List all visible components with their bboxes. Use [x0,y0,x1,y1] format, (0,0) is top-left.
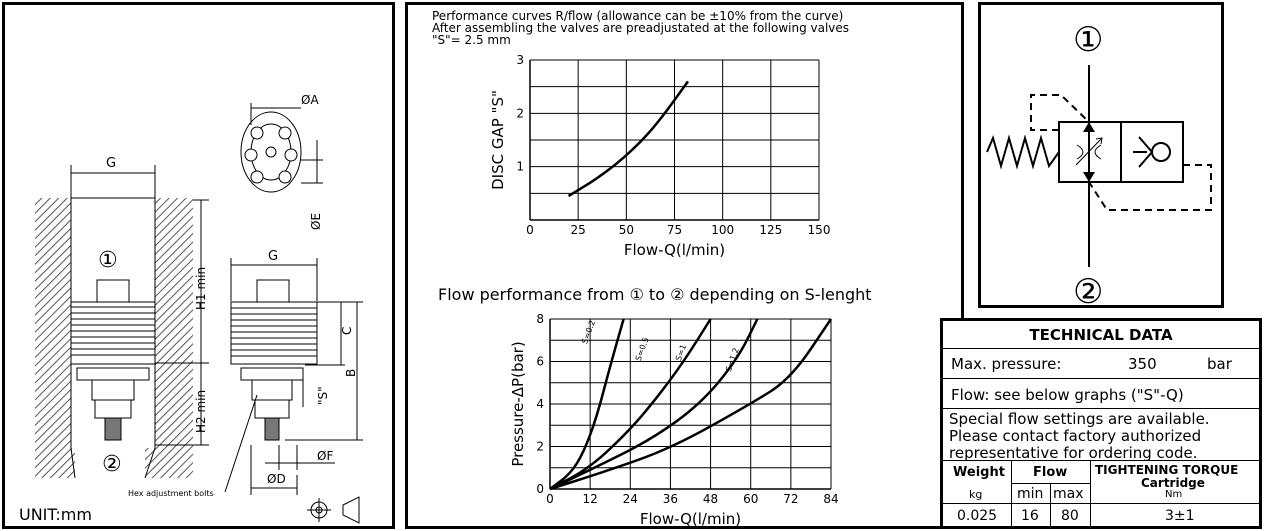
x-tick-label: 100 [711,223,734,237]
dim-h2: H2 min [194,390,208,433]
y-tick-label: 2 [516,106,524,120]
max-pressure-value: 350 [1128,355,1157,373]
dim-c: C [340,327,354,335]
cavity-wall-right [155,198,193,448]
x-tick-label: 12 [583,492,598,506]
drawing-panel: ① ② G H1 min H2 min ØA ØE G [2,2,395,529]
dim-phi-e: ØE [309,213,323,230]
col-torque-sub: Cartridge [1141,476,1205,490]
cavity-wall-left [35,198,71,478]
series-line [567,80,690,198]
x-axis-label: Flow-Q(l/min) [624,241,725,259]
cavity-port-1: ① [98,248,118,273]
x-tick-label: 72 [783,492,798,506]
y-tick-label: 6 [536,355,544,369]
cavity-port-2: ② [102,452,122,477]
series-label: S=0.2 [580,319,597,345]
series-line [549,318,759,491]
x-tick-label: 25 [571,223,586,237]
val-min: 16 [1021,508,1039,524]
y-tick-label: 1 [516,160,524,174]
spring-icon [986,134,1060,170]
performance-header: Performance curves R/flow (allowance can… [432,10,849,46]
col-weight: Weight [953,465,1005,480]
dim-h1: H1 min [194,267,208,310]
cartridge-thread-left [70,301,156,365]
dim-phi-f: ØF [317,449,333,463]
max-pressure-unit: bar [1207,355,1232,373]
series-line [549,318,833,491]
x-tick-label: 84 [823,492,838,506]
disc-gap-chart: 0 25 50 75 100 125 150 1 2 3 Flow-Q(l/min) DISC GAP… [489,53,831,259]
x-tick-label: 60 [743,492,758,506]
x-tick-label: 75 [667,223,682,237]
unit-label: UNIT:mm [19,505,92,524]
x-tick-label: 150 [808,223,831,237]
val-torque: 3±1 [1165,508,1195,524]
x-tick-label: 48 [703,492,718,506]
dim-g-right: G [268,249,278,264]
x-tick-label: 24 [623,492,638,506]
col-weight-unit: kg [969,488,983,501]
col-torque-unit: Nm [1165,489,1183,500]
flow-note: Flow: see below graphs ("S"-Q) [951,386,1184,404]
val-max: 80 [1061,508,1079,524]
tech-title: TECHNICAL DATA [1029,326,1173,344]
symbol-port-2: ② [1073,272,1103,305]
dim-phi-a: ØA [301,93,319,107]
hydraulic-symbol: ① ② [986,20,1212,305]
dim-s: "S" [316,386,330,405]
y-axis-label: Pressure-ΔP(bar) [509,341,527,466]
x-tick-label: 50 [619,223,634,237]
technical-data-panel: TECHNICAL DATA Max. pressure: 350 bar Fl… [940,318,1262,529]
x-tick-label: 125 [759,223,782,237]
symbol-port-1: ① [1073,20,1103,60]
special-line-3: representative for ordering code. [949,444,1198,462]
dim-phi-d: ØD [267,472,286,486]
flow-chart-title: Flow performance from ① to ② depending o… [438,285,872,304]
col-min: min [1017,486,1044,502]
y-tick-label: 2 [536,440,544,454]
special-line-1: Special flow settings are available. [949,410,1210,428]
col-flow: Flow [1033,465,1068,480]
tech-table: Weight kg Flow min max TIGHTENING TORQUE… [943,461,1259,526]
series-label: S=1.2 [724,347,741,373]
max-pressure-label: Max. pressure: [951,355,1062,373]
y-axis-label: DISC GAP "S" [489,90,507,190]
x-axis-label: Flow-Q(l/min) [640,510,741,527]
header-line-2: After assembling the valves are preadjus… [432,21,850,35]
projection-symbol [307,496,360,524]
y-tick-label: 3 [516,53,524,67]
y-tick-label: 8 [536,312,544,326]
callout-hex-bolts: Hex adjustment bolts [128,489,214,498]
x-tick-label: 0 [526,223,534,237]
performance-panel: Performance curves R/flow (allowance can… [405,2,964,529]
symbol-panel: ① ② [978,2,1224,308]
dim-g-top: G [106,156,116,171]
col-torque: TIGHTENING TORQUE [1095,463,1239,477]
y-tick-label: 0 [536,482,544,496]
dim-b: B [344,369,358,377]
header-line-3: "S"= 2.5 mm [432,33,511,47]
series-line [549,318,625,491]
cartridge-drawing: ① ② G H1 min H2 min ØA ØE G [19,93,363,524]
x-tick-label: 36 [663,492,678,506]
y-tick-label: 4 [536,397,544,411]
header-line-1: Performance curves R/flow (allowance can… [432,9,844,23]
special-line-2: Please contact factory authorized [949,427,1202,445]
col-max: max [1053,486,1084,502]
x-tick-label: 0 [546,492,554,506]
val-weight: 0.025 [957,508,998,524]
